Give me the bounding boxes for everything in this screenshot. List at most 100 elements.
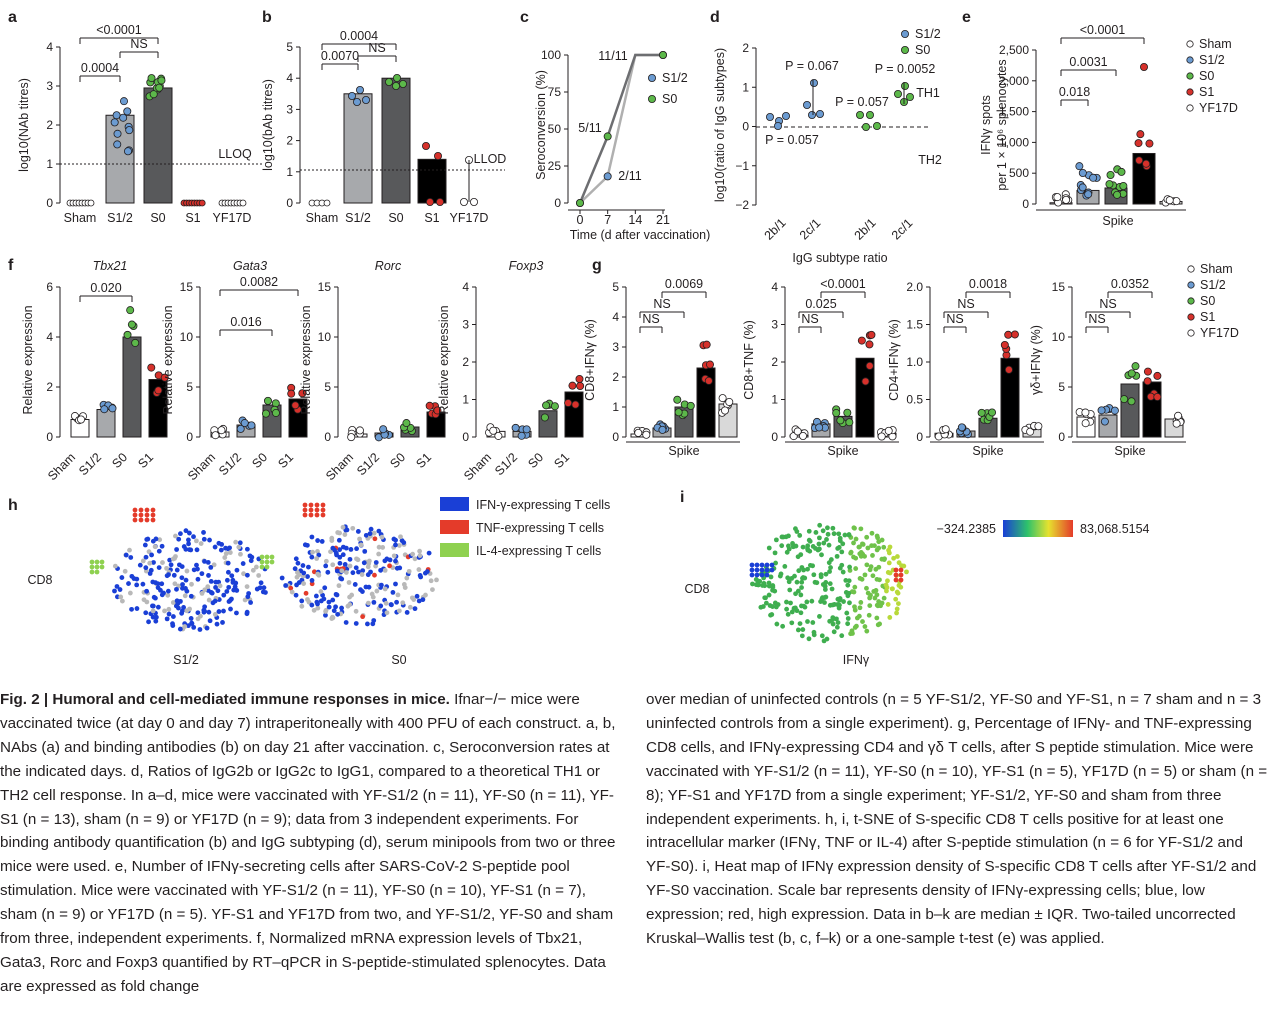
panel-h-cell <box>289 589 295 595</box>
panel-i-cell <box>846 532 852 538</box>
panel-i-cell <box>802 575 808 581</box>
panel-f-Gata3-point <box>263 396 272 405</box>
panel-g-legend-0: Sham <box>1200 262 1233 276</box>
panel-h-legend-swatch <box>440 520 469 534</box>
panel-h-cell <box>150 507 156 513</box>
panel-h-cell <box>336 537 342 543</box>
panel-h-cell <box>320 507 326 513</box>
panel-b-point-s1 <box>425 197 434 206</box>
panel-b-point-s1 <box>435 197 444 206</box>
panel-i-cell <box>845 621 851 627</box>
panel-d-yaxis-tick-label: 1 <box>742 80 749 94</box>
panel-a-point-s12 <box>112 111 121 120</box>
panel-h-cell <box>176 536 182 542</box>
panel-g-2-point <box>957 423 966 432</box>
panel-e-point-s1 <box>1136 130 1145 139</box>
panel-b-point-yf <box>469 197 478 206</box>
panel-i-cell <box>857 605 863 611</box>
panel-i-cell <box>858 526 864 532</box>
panel-a-bar <box>143 87 173 204</box>
panel-h-cell <box>186 537 191 543</box>
panel-h-cell <box>306 564 311 570</box>
panel-f-Tbx21-point <box>77 415 86 424</box>
panel-b-cmp3-label: NS <box>368 41 385 55</box>
panel-e-legend-3: S1 <box>1199 85 1214 99</box>
panel-g-0-yaxis-tick-label: 0 <box>612 430 619 444</box>
panel-e-legend-dot <box>1186 104 1194 112</box>
panel-i-cell <box>786 579 792 585</box>
panel-h-cell <box>338 575 344 581</box>
panel-e-point-s1 <box>1140 63 1149 72</box>
panel-i-cell <box>821 540 827 546</box>
panel-g-1-point <box>793 427 802 436</box>
panel-h-cell <box>383 600 389 606</box>
panel-h-cell <box>248 558 254 564</box>
panel-h-cell <box>362 548 368 554</box>
panel-h-cell <box>335 530 341 535</box>
panel-i-cell <box>799 579 805 585</box>
panel-h-cell <box>314 507 320 513</box>
panel-i-cell <box>860 619 865 624</box>
panel-b-bar <box>381 77 411 204</box>
panel-i-cell <box>820 528 826 534</box>
panel-c-yaxis-tick-label: 50 <box>548 122 562 136</box>
panel-f-Foxp3-point <box>564 398 573 407</box>
panel-h-cell <box>138 507 144 513</box>
panel-i-cell <box>894 610 899 616</box>
panel-h-cell <box>170 614 176 619</box>
panel-h-cell <box>206 573 211 578</box>
panel-i-cell <box>837 602 842 608</box>
panel-g-0-point <box>674 408 683 417</box>
panel-h-cell <box>206 609 212 615</box>
panel-h-cell <box>371 599 377 605</box>
panel-h-cell <box>165 592 171 598</box>
panel-h-cell <box>396 608 402 614</box>
panel-h-cell <box>194 562 199 568</box>
panel-b-point-s0 <box>384 78 393 87</box>
panel-f-Tbx21-point <box>160 373 169 382</box>
panel-f-Gata3-xlabel: S0 <box>249 450 270 471</box>
panel-f-Tbx21-point <box>123 330 132 339</box>
panel-h-cell <box>382 567 388 573</box>
panel-i-cell <box>831 531 837 537</box>
panel-h-cell <box>207 618 213 624</box>
panel-h-cell <box>238 551 243 557</box>
panel-e-yaxis-tick-label: 2,500 <box>999 43 1029 57</box>
panel-d-p1: P = 0.067 <box>785 59 839 73</box>
panel-f-Foxp3-point <box>517 431 526 440</box>
panel-f-Tbx21-yaxis-tick-label: 2 <box>46 380 53 394</box>
panel-e-cmp3-label: 0.018 <box>1059 85 1090 99</box>
panel-h-cell <box>288 585 294 591</box>
panel-i-cell <box>784 549 790 555</box>
panel-h-cell <box>202 558 207 564</box>
panel-h-cell <box>152 544 158 550</box>
panel-g-3-bar <box>1120 383 1140 438</box>
panel-f-Foxp3-yaxis-tick-label: 4 <box>462 280 469 294</box>
panel-d-p4: P = 0.057 <box>765 133 819 147</box>
panel-h-cell <box>391 536 397 542</box>
panel-a-point-s0 <box>149 90 158 99</box>
panel-f-Foxp3-point <box>511 423 520 432</box>
panel-i-cell <box>800 627 806 632</box>
panel-h-cell <box>374 588 380 594</box>
panel-h-cell <box>208 564 214 570</box>
panel-h-cell <box>326 604 332 610</box>
panel-i-cell <box>881 544 887 550</box>
panel-i-cell <box>870 553 875 558</box>
panel-i-cell <box>835 546 841 551</box>
panel-d-legend-s0: S0 <box>915 43 930 57</box>
panel-h-cell <box>296 572 302 578</box>
panel-i-cell <box>876 599 882 604</box>
panel-g-2-yaxis-tick-label: 1.5 <box>906 318 923 332</box>
panel-f-Tbx21-xlabel: Sham <box>45 450 78 483</box>
panel-g-2-point <box>1010 330 1019 339</box>
panel-h-cell <box>181 605 186 610</box>
panel-h-cell <box>212 611 218 617</box>
panel-g-2-point <box>988 408 997 417</box>
panel-h-cell <box>391 553 397 559</box>
panel-h-cell <box>323 563 329 569</box>
panel-h-cell <box>418 574 424 580</box>
panel-c-legend-dot <box>648 95 657 104</box>
panel-e-point-s1 <box>1134 139 1143 148</box>
panel-h-cell <box>366 584 372 590</box>
